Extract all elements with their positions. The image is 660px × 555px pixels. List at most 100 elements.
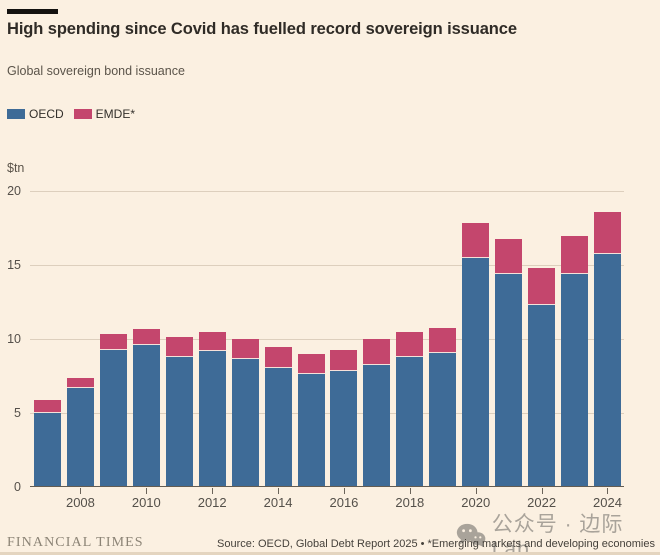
legend-label: OECD [29, 107, 64, 121]
bar-segment-emde-2013 [231, 339, 259, 359]
bar-segment-oecd-2012 [198, 351, 226, 486]
y-axis-tick-label-15: 15 [7, 258, 21, 272]
legend-swatch [7, 109, 25, 119]
bar-segment-emde-2024 [593, 212, 621, 254]
bar-2015 [297, 354, 325, 486]
x-axis-tick-label-2016: 2016 [329, 495, 359, 510]
bar-segment-oecd-2022 [528, 305, 556, 486]
bar-segment-emde-2010 [132, 329, 160, 346]
x-axis-tick-2016 [343, 488, 345, 494]
bar-2010 [132, 329, 160, 486]
x-axis-tick-label-2020: 2020 [461, 495, 491, 510]
bar-segment-emde-2017 [363, 339, 391, 365]
legend: OECD EMDE* [7, 107, 135, 121]
bar-segment-emde-2007 [34, 400, 61, 414]
bar-segment-oecd-2015 [297, 373, 325, 486]
plot-area: 2008 2010 2012 2014 2016 2018 2020 2022 2024 [30, 191, 624, 510]
watermark: 公众号 · 边际Lab [456, 508, 660, 555]
bar-segment-oecd-2009 [99, 349, 127, 486]
bar-segment-oecd-2019 [429, 352, 457, 486]
x-axis-tick-label-2018: 2018 [395, 495, 425, 510]
bar-segment-oecd-2016 [330, 370, 358, 486]
x-axis-tick-label-2022: 2022 [527, 495, 557, 510]
bar-segment-oecd-2013 [231, 358, 259, 486]
legend-item-oecd: OECD [7, 107, 64, 121]
x-axis-tick-2018 [409, 488, 411, 494]
ft-top-rule [7, 9, 58, 14]
x-axis-tick-label-2010: 2010 [131, 495, 161, 510]
x-axis-tick-2014 [278, 488, 280, 494]
chart-subtitle: Global sovereign bond issuance [7, 64, 185, 78]
y-axis-tick-label-20: 20 [7, 184, 21, 198]
bar-2024 [593, 212, 621, 486]
bar-2012 [198, 332, 226, 486]
bar-segment-emde-2011 [165, 336, 193, 358]
bar-segment-emde-2021 [495, 238, 523, 275]
bar-segment-oecd-2023 [561, 274, 589, 486]
x-axis-tick-label-2008: 2008 [65, 495, 95, 510]
bar-segment-emde-2020 [462, 222, 490, 259]
bar-segment-emde-2014 [264, 346, 292, 368]
gridline-20 [30, 191, 624, 192]
bar-2018 [396, 332, 424, 486]
ft-wordmark: FINANCIAL TIMES [7, 535, 144, 550]
bar-segment-emde-2016 [330, 349, 358, 371]
x-axis-tick-2022 [541, 488, 543, 494]
x-axis-baseline [30, 485, 624, 487]
bar-2008 [66, 377, 94, 486]
bar-segment-oecd-2010 [132, 345, 160, 486]
bar-segment-oecd-2018 [396, 357, 424, 486]
bar-2009 [99, 333, 127, 486]
chart-title: High spending since Covid has fuelled re… [7, 20, 517, 38]
bar-segment-emde-2022 [528, 268, 556, 306]
x-axis-tick-2010 [146, 488, 148, 494]
x-axis-tick-label-2014: 2014 [263, 495, 293, 510]
bar-segment-emde-2008 [66, 377, 94, 389]
legend-swatch [73, 109, 92, 119]
bar-segment-emde-2018 [396, 332, 424, 358]
x-axis-tick-2020 [475, 488, 477, 494]
bar-2020 [462, 222, 490, 486]
bar-segment-emde-2023 [561, 235, 589, 275]
bottom-edge-rule [0, 552, 660, 555]
bar-segment-oecd-2021 [495, 274, 523, 486]
gridline-10 [30, 339, 624, 340]
bar-segment-emde-2019 [429, 327, 457, 353]
y-axis-tick-label-0: 0 [14, 480, 21, 494]
legend-item-emde: EMDE* [73, 107, 136, 121]
legend-label: EMDE* [95, 107, 136, 121]
bar-segment-oecd-2020 [462, 258, 490, 486]
bar-2023 [561, 235, 589, 486]
bar-2014 [264, 346, 292, 486]
bar-2022 [528, 268, 556, 486]
bar-2019 [429, 327, 457, 486]
bar-segment-emde-2012 [198, 332, 226, 352]
source-note: Source: OECD, Global Debt Report 2025 • … [217, 538, 655, 550]
x-axis-tick-2012 [212, 488, 214, 494]
y-axis-unit-label: $tn [7, 161, 25, 175]
bar-segment-oecd-2011 [165, 357, 193, 486]
wechat-icon [456, 523, 486, 548]
bar-2016 [330, 349, 358, 486]
x-axis-tick-label-2012: 2012 [197, 495, 227, 510]
bar-2021 [495, 238, 523, 486]
bar-2011 [165, 336, 193, 486]
x-axis-tick-2008 [80, 488, 82, 494]
bar-2017 [363, 339, 391, 486]
x-axis-tick-2024 [607, 488, 609, 494]
bar-segment-oecd-2008 [66, 388, 94, 486]
x-axis-tick-label-2024: 2024 [593, 495, 622, 510]
bar-segment-oecd-2007 [34, 413, 61, 486]
bar-segment-emde-2009 [99, 333, 127, 350]
bar-segment-emde-2015 [297, 354, 325, 374]
gridline-5 [30, 413, 624, 414]
bar-segment-oecd-2017 [363, 364, 391, 486]
bar-2013 [231, 339, 259, 486]
bar-segment-oecd-2014 [264, 367, 292, 486]
bar-2007 [34, 400, 61, 486]
y-axis-tick-label-10: 10 [7, 332, 21, 346]
bar-segment-oecd-2024 [593, 253, 621, 486]
watermark-text: 公众号 · 边际Lab [491, 513, 624, 555]
y-axis-tick-label-5: 5 [14, 406, 21, 420]
